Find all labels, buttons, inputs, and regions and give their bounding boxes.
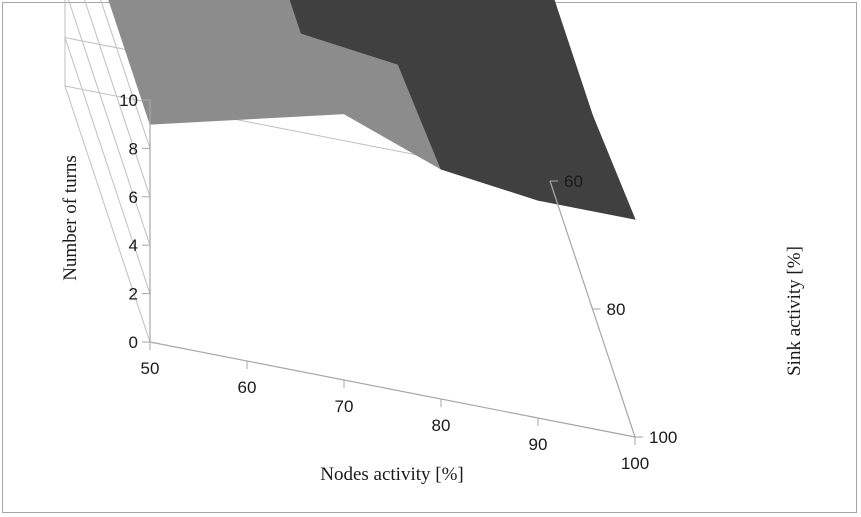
y-tick-label-80: 80 [607, 300, 626, 319]
z-tick-label-10: 10 [119, 91, 138, 110]
x-axis-line [149, 341, 636, 438]
surface-patch-4-1 [494, 95, 636, 220]
x-axis-title: Nodes activity [%] [320, 464, 464, 485]
z-axis-title: Number of turns [60, 155, 81, 281]
floor-edges [142, 99, 643, 445]
x-tick-label-90: 90 [529, 435, 548, 454]
gridline-z-8 [100, 0, 151, 149]
x-tick-label-100: 100 [621, 454, 649, 473]
z-tick-label-8: 8 [129, 139, 138, 158]
y-tick-label-100: 100 [649, 428, 677, 447]
y-tick-label-60: 60 [564, 172, 583, 191]
gridline-z-0 [64, 85, 551, 343]
tick-labels: 0 2 4 6 8 10 50 60 70 80 90 100 60 80 100 [119, 91, 677, 473]
z-tick-label-4: 4 [129, 236, 138, 255]
z-tick-label-0: 0 [129, 333, 138, 352]
surface [108, 0, 636, 220]
z-tick-label-2: 2 [129, 285, 138, 304]
y-axis-title: Sink activity [%] [784, 246, 805, 376]
x-tick-label-80: 80 [432, 416, 451, 435]
x-tick-label-60: 60 [238, 378, 257, 397]
x-tick-label-50: 50 [141, 359, 160, 378]
z-tick-label-6: 6 [129, 188, 138, 207]
x-tick-label-70: 70 [335, 397, 354, 416]
